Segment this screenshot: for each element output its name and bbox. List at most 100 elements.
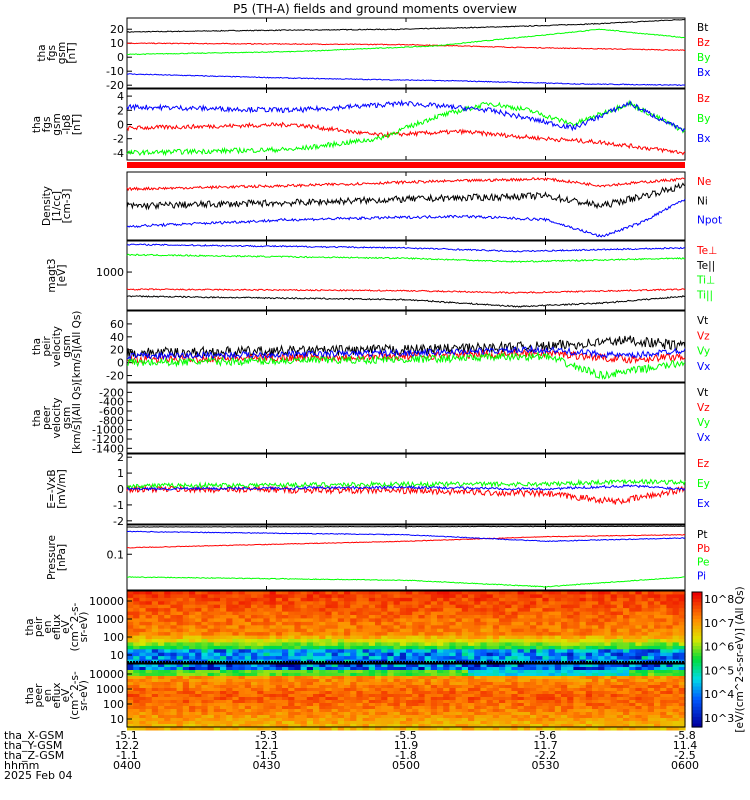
spec-cell	[517, 635, 525, 640]
spec-cell	[424, 691, 432, 695]
spec-cell	[213, 706, 221, 710]
spec-cell	[654, 604, 661, 609]
spec-cell	[610, 664, 618, 668]
spec-cell	[517, 618, 525, 623]
spec-cell	[635, 727, 643, 731]
spec-cell	[486, 727, 494, 731]
spec-cell	[232, 618, 240, 623]
series-Ti||	[126, 253, 686, 263]
spec-cell	[350, 628, 357, 633]
spec-cell	[201, 615, 209, 619]
colorbar-cell	[692, 629, 702, 634]
spec-cell	[151, 727, 159, 731]
spec-cell	[424, 679, 432, 683]
spec-cell	[251, 652, 258, 657]
spec-cell	[220, 694, 227, 698]
spec-cell	[344, 591, 351, 595]
colorbar-cell	[692, 595, 702, 600]
spec-cell	[294, 688, 302, 692]
spec-cell	[257, 591, 264, 595]
spec-cell	[499, 645, 506, 650]
spec-cell	[598, 649, 605, 654]
spec-cell	[201, 611, 209, 616]
spec-cell	[368, 727, 376, 731]
spec-cell	[368, 667, 376, 671]
spec-cell	[288, 721, 295, 725]
spec-cell	[517, 667, 525, 671]
spec-cell	[641, 604, 649, 609]
spec-cell	[629, 709, 636, 713]
spec-cell	[610, 621, 618, 626]
spec-cell	[381, 676, 388, 680]
spec-cell	[393, 597, 401, 602]
spec-cell	[207, 682, 215, 686]
spec-cell	[623, 652, 630, 657]
spec-cell	[275, 700, 283, 704]
spec-cell	[567, 670, 574, 674]
legend-Bt: Bt	[697, 22, 708, 34]
spec-cell	[406, 649, 413, 654]
spec-cell	[492, 642, 500, 647]
spec-cell	[499, 676, 506, 680]
spec-cell	[418, 688, 426, 692]
spec-cell	[213, 673, 221, 677]
spec-cell	[455, 642, 463, 647]
spec-cell	[201, 673, 209, 677]
spec-cell	[399, 591, 407, 595]
spec-cell	[678, 625, 686, 630]
spec-cell	[151, 697, 159, 701]
spec-cell	[561, 608, 568, 612]
spec-cell	[412, 712, 419, 716]
spec-cell	[319, 715, 326, 719]
spec-cell	[164, 697, 171, 701]
spec-cell	[678, 628, 686, 633]
spec-cell	[313, 688, 320, 692]
spec-cell	[226, 649, 233, 654]
spec-cell	[170, 594, 178, 599]
spec-cell	[654, 649, 661, 654]
spec-cell	[623, 712, 630, 716]
spec-cell	[455, 608, 463, 612]
spec-cell	[189, 591, 196, 595]
spec-cell	[616, 628, 624, 633]
spec-cell	[288, 632, 295, 636]
spec-cell	[604, 608, 612, 612]
spec-cell	[548, 706, 556, 710]
spec-cell	[480, 688, 488, 692]
spec-cell	[561, 604, 568, 609]
spec-cell	[592, 642, 599, 647]
spec-cell	[461, 591, 469, 595]
spec-cell	[344, 682, 351, 686]
spec-cell	[418, 700, 426, 704]
spec-cell	[406, 706, 413, 710]
spec-cell	[139, 594, 147, 599]
spec-cell	[189, 712, 196, 716]
spec-cell	[579, 597, 587, 602]
spec-cell	[437, 618, 444, 623]
spec-cell	[585, 664, 593, 668]
spec-cell	[499, 618, 506, 623]
spec-cell	[350, 673, 357, 677]
spec-cell	[282, 642, 289, 647]
spec-cell	[232, 682, 240, 686]
spec-cell	[461, 604, 469, 609]
spec-cell	[362, 676, 370, 680]
ytick-label: 0	[117, 483, 124, 496]
spec-cell	[499, 697, 506, 701]
spec-cell	[598, 691, 605, 695]
spec-cell	[629, 676, 636, 680]
spec-cell	[151, 715, 159, 719]
spec-cell	[424, 642, 432, 647]
spec-cell	[275, 591, 283, 595]
legend-Ti||: Ti||	[696, 289, 713, 301]
spec-cell	[616, 611, 624, 616]
spec-cell	[350, 712, 357, 716]
spec-cell	[238, 591, 246, 595]
spec-cell	[300, 721, 308, 725]
spec-cell	[623, 721, 630, 725]
spec-cell	[610, 682, 618, 686]
spec-cell	[499, 639, 506, 643]
spec-cell	[220, 700, 227, 704]
spec-cell	[672, 673, 680, 677]
spec-cell	[672, 645, 680, 650]
